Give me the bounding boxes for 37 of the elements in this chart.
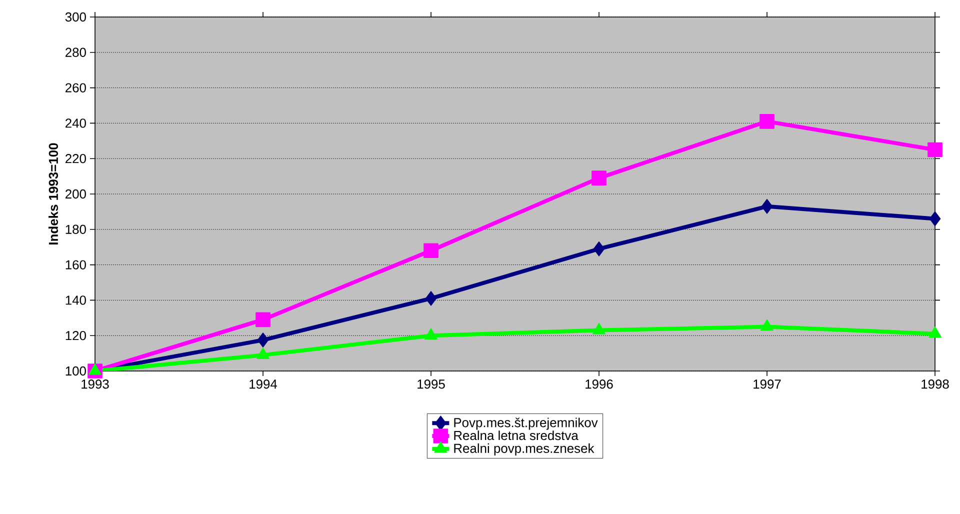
y-tick-label: 220 xyxy=(66,154,86,164)
x-tick-label: 1997 xyxy=(754,380,781,389)
y-tick-label: 260 xyxy=(66,83,86,92)
point xyxy=(424,328,438,340)
point xyxy=(593,241,605,256)
x-tick-label: 1996 xyxy=(586,380,613,389)
y-tick-label: 100 xyxy=(66,366,86,376)
y-tick-label: 200 xyxy=(66,189,86,199)
point xyxy=(760,114,774,129)
y-axis-title: Indeks 1993=100 xyxy=(48,143,58,244)
point xyxy=(928,142,942,158)
legend-label: Povp.mes.št.prejemnikov xyxy=(454,418,598,430)
point xyxy=(929,211,941,226)
point xyxy=(592,170,606,186)
point xyxy=(928,326,942,338)
legend-label: Realni povp.mes.znesek xyxy=(454,443,594,456)
x-tick-label: 1994 xyxy=(250,380,278,389)
point xyxy=(592,322,606,334)
x-tick-label: 1998 xyxy=(922,380,949,389)
point xyxy=(760,319,774,331)
y-tick-label: 300 xyxy=(65,12,86,22)
point xyxy=(88,364,102,375)
point xyxy=(256,312,270,328)
point xyxy=(425,291,437,306)
point xyxy=(424,243,438,258)
point xyxy=(257,332,269,348)
y-tick-label: 160 xyxy=(66,260,86,270)
x-tick-label: 1995 xyxy=(418,380,445,389)
y-tick-label: 120 xyxy=(66,331,86,340)
y-tick-label: 280 xyxy=(66,48,86,57)
legend-label: Realna letna sredstva xyxy=(454,430,578,440)
point xyxy=(256,348,270,359)
y-tick-label: 140 xyxy=(66,296,86,305)
point xyxy=(761,198,773,214)
y-tick-label: 240 xyxy=(66,118,86,128)
x-tick-label: 1993 xyxy=(82,380,109,389)
y-tick-label: 180 xyxy=(66,224,86,234)
